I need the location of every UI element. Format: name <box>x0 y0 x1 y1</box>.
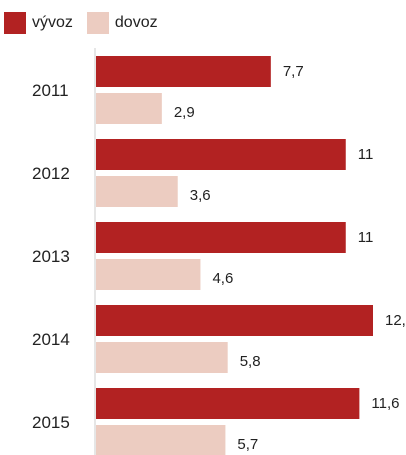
import-value-label-2015: 5,7 <box>237 436 258 453</box>
import-value-label-2011: 2,9 <box>174 104 195 121</box>
category-label-2011: 2011 <box>32 81 69 100</box>
export-bar-2011 <box>96 56 271 87</box>
legend-label-export: vývoz <box>32 14 73 31</box>
import-bar-2012 <box>96 176 178 207</box>
export-bar-2014 <box>96 305 373 336</box>
export-value-label-2013: 11 <box>358 229 374 246</box>
export-bar-2012 <box>96 139 346 170</box>
import-bar-2013 <box>96 259 201 290</box>
import-bar-2014 <box>96 342 228 373</box>
export-value-label-2014: 12,2 <box>385 312 406 329</box>
export-value-label-2012: 11 <box>358 146 374 163</box>
legend-swatch-import <box>86 12 109 34</box>
import-bar-2011 <box>96 93 162 124</box>
legend-swatch-export <box>4 12 26 34</box>
export-bar-2015 <box>96 388 360 419</box>
export-value-label-2011: 7,7 <box>283 63 304 80</box>
legend-item-export: vývoz <box>4 12 73 34</box>
export-bar-2013 <box>96 222 346 253</box>
category-label-2012: 2012 <box>32 164 70 183</box>
import-value-label-2014: 5,8 <box>240 353 261 370</box>
legend-item-import: dovoz <box>86 12 158 34</box>
import-value-label-2013: 4,6 <box>212 270 233 287</box>
export-value-label-2015: 11,6 <box>371 395 399 412</box>
category-label-2015: 2015 <box>32 413 70 432</box>
import-value-label-2012: 3,6 <box>190 187 211 204</box>
category-label-2013: 2013 <box>32 247 70 266</box>
legend-label-import: dovoz <box>114 14 158 31</box>
import-bar-2015 <box>96 425 226 455</box>
legend: vývoz dovoz <box>4 12 172 34</box>
category-label-2014: 2014 <box>32 330 70 349</box>
